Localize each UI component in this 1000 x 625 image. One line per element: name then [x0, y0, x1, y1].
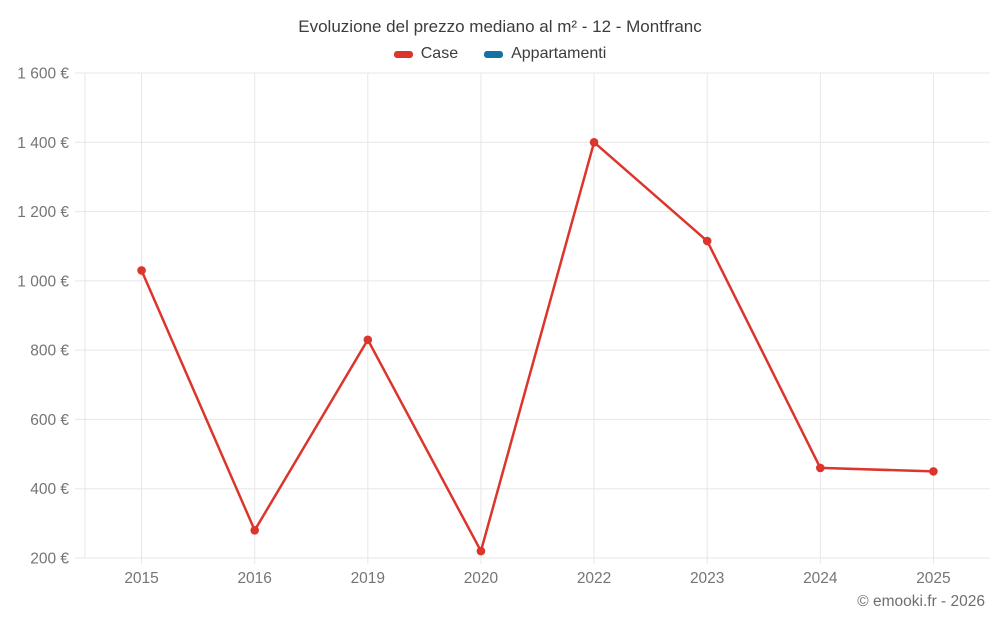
series-line-case — [140, 141, 935, 553]
x-axis-tick-label: 2023 — [690, 570, 724, 587]
y-axis-tick-label: 200 € — [30, 551, 69, 568]
chart-legend: Case Appartamenti — [0, 45, 1000, 63]
legend-item-appartamenti[interactable]: Appartamenti — [484, 45, 606, 63]
x-axis-tick-label: 2015 — [124, 570, 158, 587]
legend-swatch-case — [393, 50, 413, 58]
x-axis-tick-label: 2019 — [351, 570, 385, 587]
legend-swatch-appartamenti — [484, 50, 504, 58]
y-axis-tick-label: 1 400 € — [17, 135, 69, 152]
y-axis-tick-label: 1 000 € — [17, 273, 69, 290]
copyright-footer: © emooki.fr - 2026 — [857, 593, 985, 610]
data-point-2022[interactable] — [589, 137, 599, 147]
y-axis-tick-label: 400 € — [30, 481, 69, 498]
x-axis-tick-label: 2020 — [464, 570, 499, 587]
legend-item-case[interactable]: Case — [393, 45, 459, 63]
x-axis-tick-label: 2016 — [237, 570, 271, 587]
data-point-2016[interactable] — [250, 525, 259, 535]
x-axis-tick-label: 2024 — [803, 570, 838, 587]
y-axis-tick-label: 800 € — [30, 343, 69, 360]
x-axis-tick-label: 2025 — [916, 570, 950, 587]
data-point-2023[interactable] — [702, 236, 712, 246]
data-point-2015[interactable] — [137, 266, 146, 275]
data-point-2019[interactable] — [363, 335, 373, 345]
x-axis-tick-label: 2022 — [577, 570, 611, 587]
legend-label-case: Case — [420, 45, 459, 62]
y-axis-tick-label: 1 200 € — [17, 204, 69, 221]
y-axis-tick-label: 600 € — [30, 412, 69, 429]
data-point-2024[interactable] — [816, 463, 825, 473]
data-point-2025[interactable] — [929, 467, 938, 476]
chart-title: Evoluzione del prezzo mediano al m² - 12… — [298, 17, 702, 36]
data-point-2020[interactable] — [476, 546, 486, 556]
y-axis-tick-label: 1 600 € — [17, 66, 69, 83]
legend-label-appartamenti: Appartamenti — [511, 45, 607, 62]
